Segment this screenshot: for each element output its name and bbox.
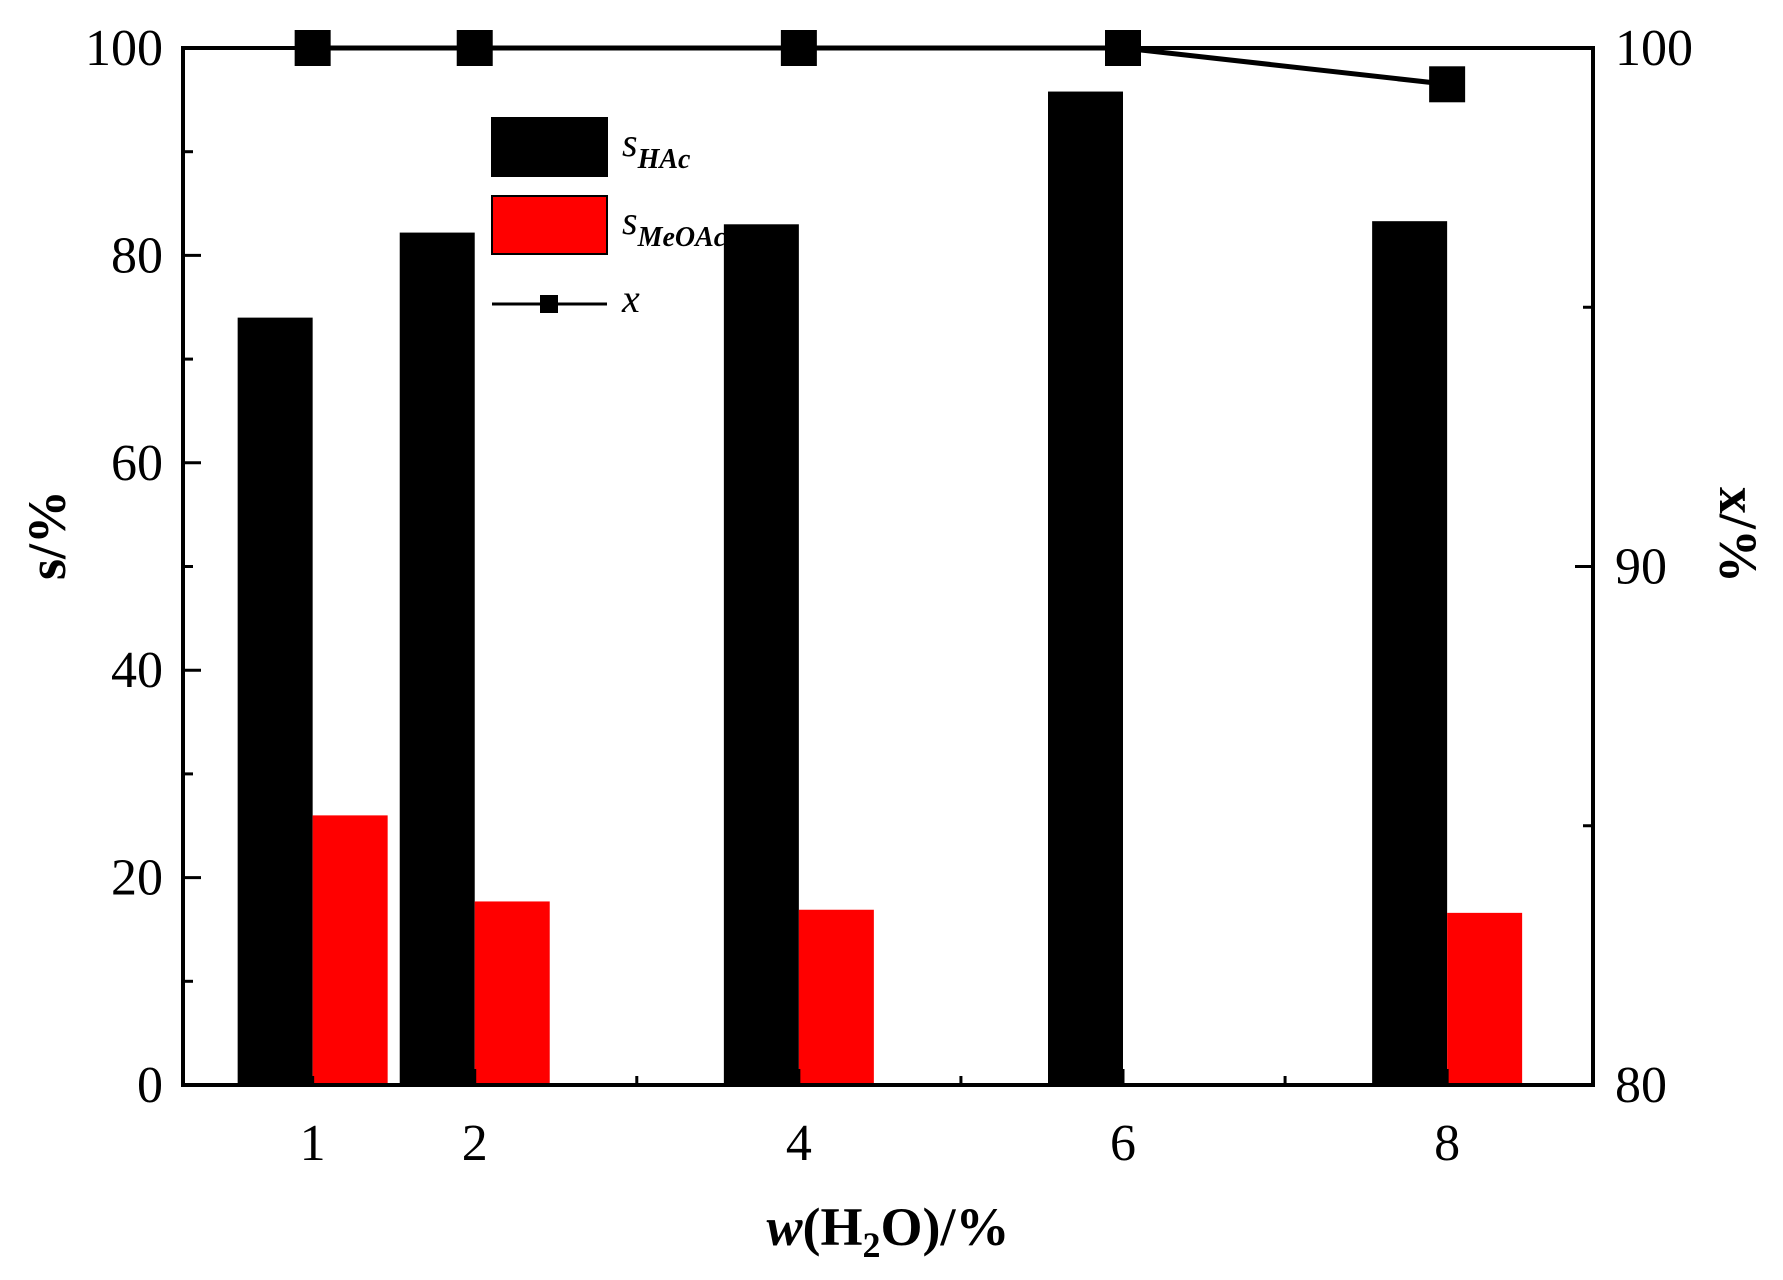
y-left-tick-label-20: 20 xyxy=(111,850,163,907)
x-tick-label-1: 1 xyxy=(300,1115,326,1172)
bar-s_hac-1 xyxy=(237,317,313,1085)
legend-label-s_meoac: sMeOAc xyxy=(622,198,727,253)
legend-label-main-s_meoac: s xyxy=(622,198,638,243)
legend-label-sub-s_hac: HAc xyxy=(637,144,691,175)
y-right-tick-label-80: 80 xyxy=(1615,1057,1667,1114)
point-x-8 xyxy=(1429,66,1466,103)
legend-label-main-s_hac: s xyxy=(622,120,638,165)
legend-swatch-s_meoac xyxy=(491,195,608,255)
y-left-tick-label-100: 100 xyxy=(85,20,163,77)
x-axis-title-prefix: w xyxy=(766,1197,803,1257)
x-tick-label-2: 2 xyxy=(462,1115,488,1172)
y-axis-left-title: s/% xyxy=(17,490,77,580)
x-tick-label-6: 6 xyxy=(1110,1115,1136,1172)
x-axis-title: w(H2O)/% xyxy=(766,1197,1009,1265)
bar-s_hac-8 xyxy=(1372,221,1448,1085)
y-left-tick-label-80: 80 xyxy=(111,227,163,284)
bar-s_hac-2 xyxy=(399,232,475,1085)
bar-s_meoac-1 xyxy=(312,815,388,1085)
x-tick-label-4: 4 xyxy=(786,1115,812,1172)
x-axis-title-open: (H xyxy=(803,1197,863,1257)
x-axis-title-close: O)/% xyxy=(881,1197,1010,1257)
bar-s_meoac-4 xyxy=(798,909,874,1085)
legend-label-main-x: x xyxy=(621,276,640,321)
y-right-tick-label-90: 90 xyxy=(1615,539,1667,596)
y-left-tick-label-0: 0 xyxy=(137,1057,163,1114)
y-left-tick-label-40: 40 xyxy=(111,642,163,699)
x-axis-title-sub: 2 xyxy=(863,1225,881,1265)
legend-marker-x xyxy=(540,295,558,313)
y-axis-right-title: x/% xyxy=(1708,487,1768,583)
legend-label-sub-s_meoac: MeOAc xyxy=(637,222,727,253)
bar-s_meoac-2 xyxy=(474,901,550,1085)
x-tick-label-8: 8 xyxy=(1434,1115,1460,1172)
y-left-tick-label-60: 60 xyxy=(111,435,163,492)
bar-s_meoac-8 xyxy=(1447,912,1523,1085)
legend-swatch-s_hac xyxy=(491,117,608,177)
legend-label-x: x xyxy=(621,276,640,321)
bar-s_hac-6 xyxy=(1048,91,1123,1085)
legend-label-s_hac: sHAc xyxy=(622,120,691,175)
bar-s_hac-4 xyxy=(723,224,799,1086)
y-right-tick-label-100: 100 xyxy=(1615,20,1693,77)
